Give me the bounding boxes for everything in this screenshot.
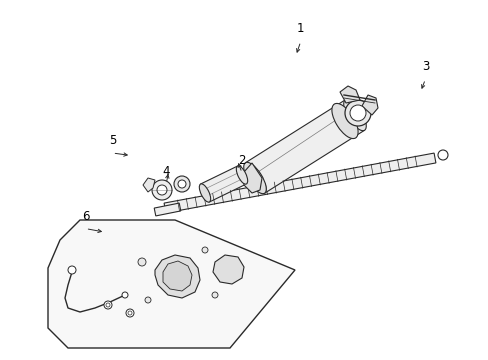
Circle shape — [202, 247, 207, 253]
Polygon shape — [245, 100, 364, 193]
Ellipse shape — [199, 184, 210, 202]
Polygon shape — [164, 153, 435, 213]
Ellipse shape — [243, 162, 266, 194]
Polygon shape — [361, 95, 377, 115]
Circle shape — [345, 100, 370, 126]
Polygon shape — [339, 86, 359, 103]
Polygon shape — [154, 203, 181, 216]
Text: 2: 2 — [238, 154, 245, 167]
Text: 5: 5 — [108, 134, 116, 147]
Polygon shape — [244, 163, 262, 193]
Ellipse shape — [236, 166, 247, 184]
Circle shape — [157, 185, 167, 195]
Text: 6: 6 — [81, 210, 89, 222]
Ellipse shape — [331, 103, 357, 139]
Polygon shape — [200, 166, 246, 202]
Polygon shape — [142, 178, 155, 192]
Circle shape — [128, 311, 132, 315]
Polygon shape — [155, 255, 200, 298]
Circle shape — [122, 292, 128, 298]
Text: 4: 4 — [162, 165, 170, 177]
Circle shape — [437, 150, 447, 160]
Circle shape — [68, 266, 76, 274]
Circle shape — [178, 180, 185, 188]
Polygon shape — [48, 220, 294, 348]
Circle shape — [104, 301, 112, 309]
Circle shape — [145, 297, 151, 303]
Circle shape — [212, 292, 218, 298]
Polygon shape — [213, 255, 244, 284]
Polygon shape — [163, 261, 192, 291]
Text: 1: 1 — [296, 22, 304, 35]
Ellipse shape — [343, 99, 366, 131]
Circle shape — [174, 176, 190, 192]
Circle shape — [138, 258, 146, 266]
Circle shape — [152, 180, 172, 200]
Circle shape — [349, 105, 365, 121]
Circle shape — [126, 309, 134, 317]
Text: 3: 3 — [421, 60, 428, 73]
Circle shape — [106, 303, 110, 307]
